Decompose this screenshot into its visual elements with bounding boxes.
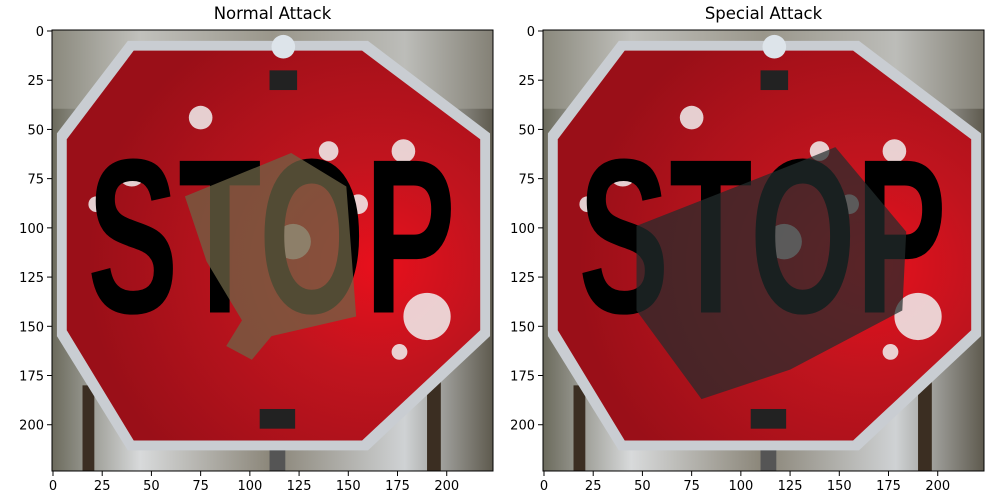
x-tick-label: 150 <box>827 479 852 494</box>
x-tick-label: 125 <box>287 479 312 494</box>
y-tick-label: 150 <box>510 320 535 335</box>
y-tick-label: 50 <box>518 123 535 138</box>
image: STOP <box>543 30 984 471</box>
y-tick-label: 25 <box>518 74 535 89</box>
x-tick-label: 0 <box>540 479 548 494</box>
y-tick-label: 50 <box>27 123 44 138</box>
axes-frame <box>542 29 985 472</box>
y-tick-label: 75 <box>27 173 44 188</box>
y-tick-label: 100 <box>510 222 535 237</box>
patch <box>636 147 907 400</box>
x-tick-label: 200 <box>925 479 950 494</box>
x-tick-label: 75 <box>683 479 700 494</box>
chart-title: Normal Attack <box>214 4 332 23</box>
y-tick-label: 200 <box>510 419 535 434</box>
x-tick-label: 200 <box>434 479 459 494</box>
panels: Normal Attack STOP 0 25 50 75 100 125 150 175 20… <box>19 4 985 494</box>
x-tick-label: 25 <box>94 479 111 494</box>
y-tick-label: 125 <box>510 271 535 286</box>
y-tick-label: 0 <box>527 25 535 40</box>
x-tick-label: 50 <box>143 479 160 494</box>
x-tick-label: 125 <box>778 479 803 494</box>
x-tick-label: 0 <box>49 479 57 494</box>
x-tick-label: 25 <box>585 479 602 494</box>
y-tick-label: 150 <box>19 320 44 335</box>
x-tick-label: 175 <box>385 479 410 494</box>
panel: Normal Attack STOP 0 25 50 75 100 125 150 175 20… <box>19 4 494 494</box>
x-tick-label: 175 <box>876 479 901 494</box>
y-tick-label: 100 <box>19 222 44 237</box>
panel: Special Attack STOP 0 25 50 75 100 125 150 175 2… <box>510 4 985 494</box>
x-tick-label: 150 <box>336 479 361 494</box>
image: STOP <box>52 30 493 471</box>
x-tick-label: 50 <box>634 479 651 494</box>
axes-frame <box>51 29 494 472</box>
y-tick-label: 175 <box>19 370 44 385</box>
y-tick-label: 125 <box>19 271 44 286</box>
y-tick-label: 75 <box>518 173 535 188</box>
patch <box>184 153 357 360</box>
y-tick-label: 25 <box>27 74 44 89</box>
x-tick-label: 100 <box>728 479 753 494</box>
x-tick-label: 75 <box>192 479 209 494</box>
y-tick-label: 175 <box>510 370 535 385</box>
y-tick-label: 200 <box>19 419 44 434</box>
x-tick-label: 100 <box>237 479 262 494</box>
chart-title: Special Attack <box>705 4 823 23</box>
y-tick-label: 0 <box>36 25 44 40</box>
